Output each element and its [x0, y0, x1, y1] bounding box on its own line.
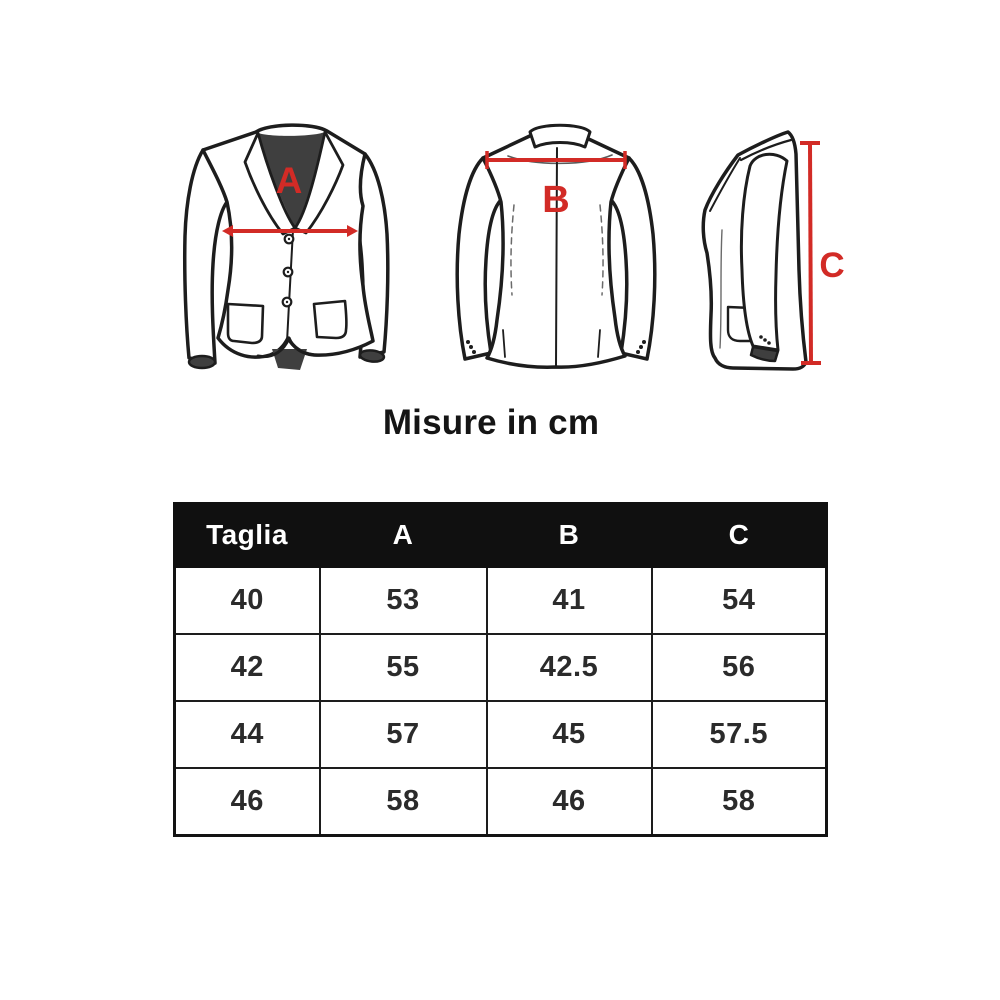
- side-lapel-crease: [709, 157, 741, 212]
- front-neck-opening: [258, 132, 325, 228]
- col-header-b: B: [485, 502, 653, 568]
- page-title: Misure in cm: [382, 403, 600, 442]
- size-cell: 42: [173, 633, 321, 702]
- back-collar: [528, 123, 592, 149]
- measure-cell: 54: [650, 565, 828, 635]
- measure-label-c: C: [819, 246, 844, 285]
- measure-cell: 41: [485, 565, 653, 635]
- jacket-back-diagram: B: [455, 123, 657, 369]
- front-right-pocket: [312, 299, 348, 340]
- side-sleeve: [739, 152, 789, 352]
- back-center-seam: [555, 147, 558, 367]
- measure-label-a: A: [276, 160, 303, 201]
- back-left-hem-crease: [502, 329, 506, 358]
- jacket-front-diagram: A: [182, 123, 390, 370]
- size-row-44: 44 57 45 57.5: [173, 700, 828, 769]
- measure-cell: 57.5: [650, 700, 828, 769]
- front-left-pocket: [226, 302, 265, 345]
- measure-cell: 58: [650, 767, 828, 837]
- size-table-header-row: Taglia A B C: [173, 502, 828, 568]
- side-collar-line: [739, 138, 793, 162]
- back-right-hem-crease: [597, 329, 601, 358]
- measure-cell: 45: [485, 700, 653, 769]
- side-cuff: [749, 345, 780, 363]
- measure-cell: 55: [318, 633, 488, 702]
- col-header-a: A: [318, 502, 488, 568]
- front-hem-gap: [272, 349, 307, 370]
- measure-cell: 46: [485, 767, 653, 837]
- size-table: Taglia A B C 40 53 41 54 42 55 42.5 56 4…: [173, 502, 828, 837]
- back-right-crease: [599, 204, 604, 296]
- col-header-taglia: Taglia: [173, 502, 321, 568]
- measure-arrow-a: [222, 225, 358, 237]
- back-left-crease: [510, 204, 515, 296]
- size-row-40: 40 53 41 54: [173, 565, 828, 635]
- measure-cell: 53: [318, 565, 488, 635]
- size-cell: 40: [173, 565, 321, 635]
- back-cuff-buttons: [466, 340, 646, 354]
- size-row-46: 46 58 46 58: [173, 767, 828, 837]
- measure-arrow-b: [485, 151, 627, 169]
- col-header-c: C: [650, 502, 828, 568]
- measure-arrow-c: [800, 141, 821, 365]
- measure-cell: 57: [318, 700, 488, 769]
- front-buttons: [281, 233, 295, 308]
- front-hem-right-edge: [287, 336, 320, 357]
- size-row-42: 42 55 42.5 56: [173, 633, 828, 702]
- measure-cell: 58: [318, 767, 488, 837]
- measure-label-b: B: [542, 179, 569, 221]
- side-body-seam: [719, 229, 723, 349]
- size-cell: 44: [173, 700, 321, 769]
- side-cuff-buttons: [759, 335, 771, 345]
- measure-cell: 42.5: [485, 633, 653, 702]
- size-cell: 46: [173, 767, 321, 837]
- jacket-side-diagram: C: [701, 130, 845, 371]
- front-left-cuff: [187, 354, 217, 370]
- front-right-cuff: [358, 349, 386, 363]
- front-right-lapel: [293, 130, 345, 235]
- measure-cell: 56: [650, 633, 828, 702]
